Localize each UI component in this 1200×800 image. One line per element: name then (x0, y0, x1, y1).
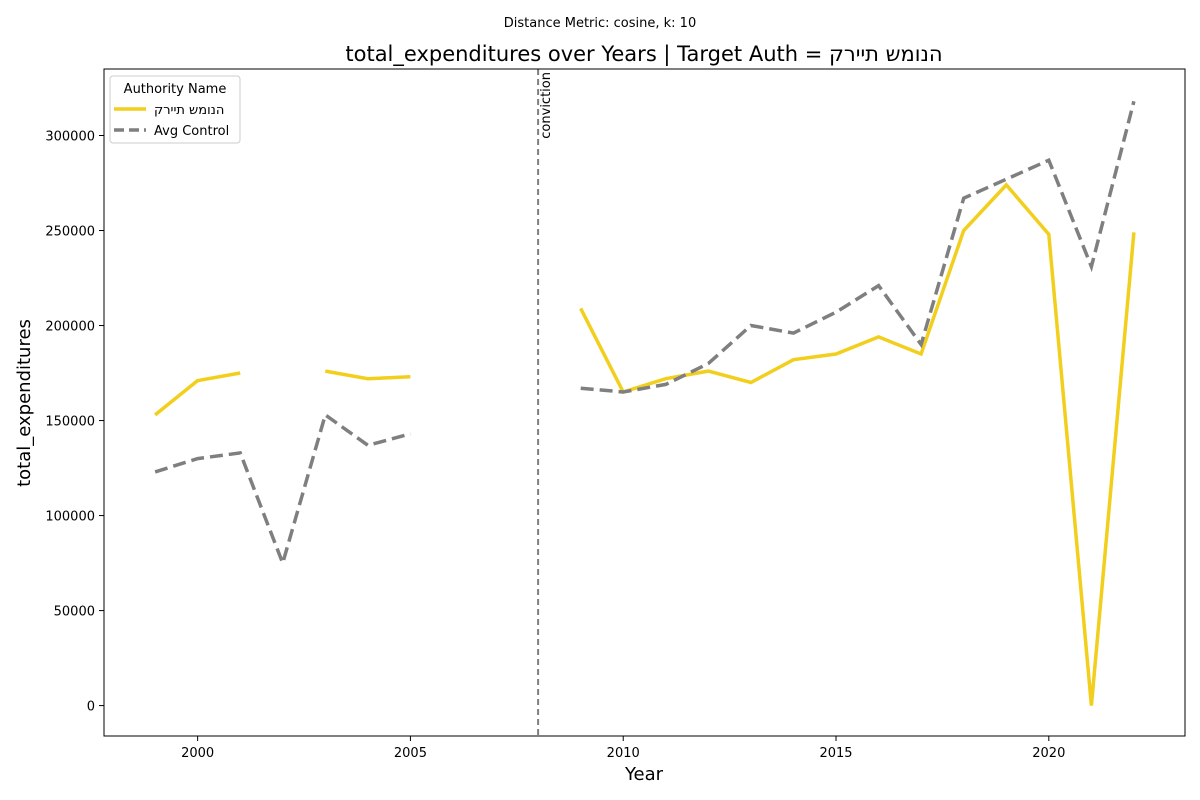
series-line-0 (154, 182, 1136, 706)
y-tick-label: 100000 (45, 510, 95, 525)
plot-area: 2000 2005 2010 2015 2020 0 50000 100000 150000 20… (45, 69, 1136, 761)
chart-suptitle: Distance Metric: cosine, k: 10 (504, 16, 696, 31)
y-axis-label: total_expenditures (14, 319, 35, 487)
legend-label-target: הנומש תיירק (154, 103, 224, 118)
x-axis-label: Year (624, 764, 664, 785)
y-tick-label: 300000 (45, 130, 95, 145)
plot-frame (103, 68, 1186, 737)
chart-title: total_expenditures over Years | Target A… (345, 42, 942, 67)
y-tick-label: 150000 (45, 415, 95, 430)
x-tick-label: 2005 (394, 746, 427, 761)
legend-box (109, 75, 241, 144)
legend-label-control: Avg Control (154, 124, 229, 139)
x-tick-label: 2010 (607, 746, 640, 761)
y-tick-label: 200000 (45, 320, 95, 335)
y-tick-label: 0 (87, 700, 95, 715)
series-line-1 (154, 100, 1136, 569)
x-tick-label: 2000 (181, 746, 214, 761)
y-tick-label: 250000 (45, 225, 95, 240)
x-tick-label: 2015 (819, 746, 852, 761)
x-tick-label: 2020 (1032, 746, 1065, 761)
conviction-label: conviction (539, 72, 554, 139)
legend: Authority Name הנומש תיירק Avg Control (109, 75, 241, 144)
legend-title: Authority Name (124, 82, 227, 97)
y-tick-label: 50000 (54, 605, 95, 620)
